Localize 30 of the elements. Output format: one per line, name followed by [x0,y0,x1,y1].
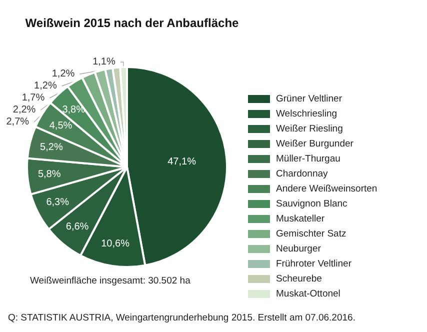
data-label: 10,6% [101,238,130,250]
data-label: 47,1% [168,156,196,168]
legend-label: Grüner Veltliner [276,94,342,104]
legend-label: Sauvignon Blanc [276,198,348,210]
legend-label: Neuburger [276,244,321,254]
text: Q: STATISTIK AUSTRIA, Weingartengrunderhebung 2015. Erstellt am 07.06.2016. [8,312,356,324]
data-label: 4,5% [49,120,72,132]
data-label: 2,2% [12,104,36,116]
data-label: 1,2% [34,80,57,92]
data-label: 2,7% [6,116,30,128]
data-label: 5,8% [38,168,61,180]
legend-label: Weißer Burgunder [276,138,354,150]
data-label: 1,7% [22,92,45,104]
legend-label: Chardonnay [276,168,328,180]
data-label: 6,3% [46,197,70,208]
legend-label: Andere Weißweinsorten [276,184,378,194]
data-label: 5,2% [40,142,63,154]
legend-label: Weißer Riesling [276,124,343,134]
data-label: 6,6% [66,222,89,233]
legend-label: Muskateller [276,214,325,224]
legend-label: Müller-Thurgau [276,154,340,164]
legend-label: Muskat-Ottonel [276,288,340,300]
legend-label: Scheurebe [276,274,322,284]
legend-label: Frühroter Veltliner [276,258,352,270]
data-label: 1,1% [92,56,116,68]
text: Weißweinfläche insgesamt: 30.502 ha [30,276,192,286]
legend-label: Welschriesling [276,108,338,120]
chart-title: Weißwein 2015 nach der Anbaufläche [25,16,240,30]
legend-label: Gemischter Satz [276,228,346,240]
data-label: 1,2% [52,68,75,80]
